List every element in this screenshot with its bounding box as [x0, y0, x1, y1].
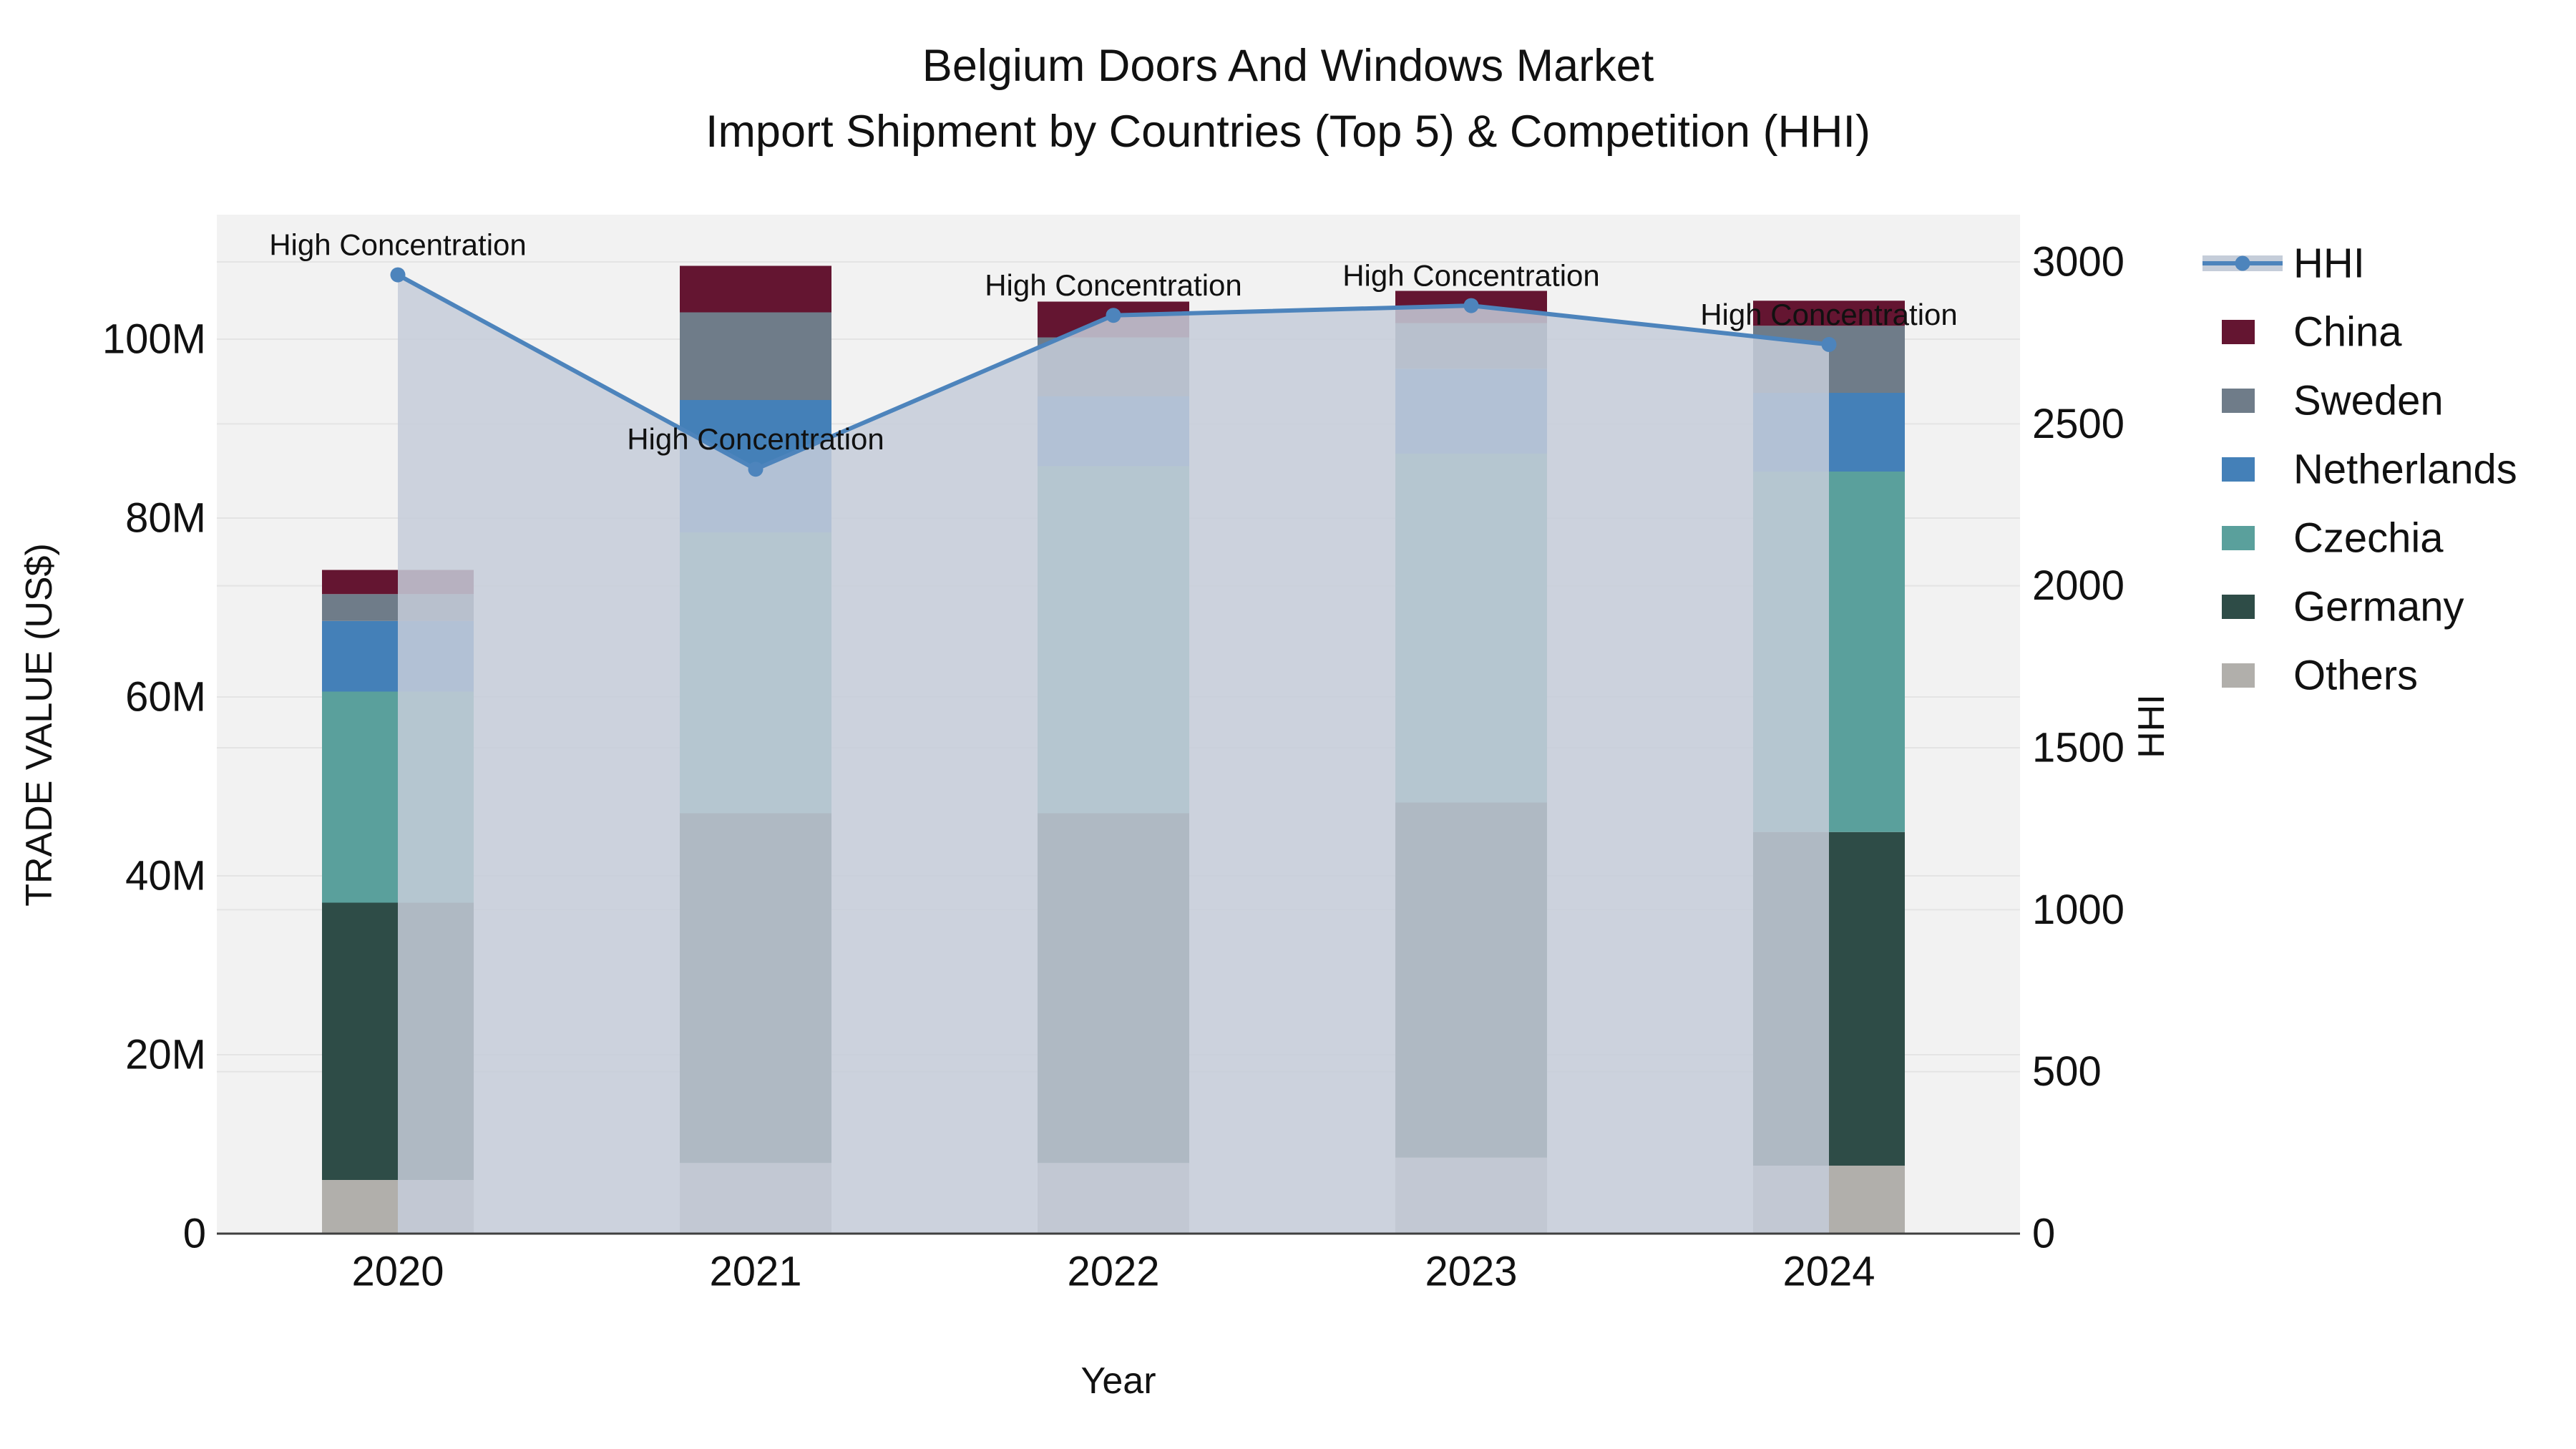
hhi-area-fill: [398, 275, 1829, 1234]
legend-label-china: China: [2293, 309, 2402, 356]
legend-swatch-sweden: [2222, 389, 2255, 413]
x-tick-2020: 2020: [351, 1249, 444, 1295]
legend-label-czechia: Czechia: [2293, 515, 2444, 562]
y-right-tick-0: 0: [2032, 1211, 2055, 1257]
chart-title: Belgium Doors And Windows Market Import …: [0, 33, 2576, 165]
chart-title-line1: Belgium Doors And Windows Market: [922, 41, 1654, 91]
legend-swatch-germany: [2222, 595, 2255, 619]
annotation-high-concentration-2022: High Concentration: [985, 268, 1242, 302]
legend-label-netherlands: Netherlands: [2293, 447, 2517, 493]
annotation-high-concentration-2020: High Concentration: [269, 228, 527, 262]
y-axis-right-title: HHI: [2131, 694, 2172, 758]
y-left-tick-100M: 100M: [102, 316, 206, 363]
legend-hhi-marker-icon: [2235, 255, 2250, 271]
y-right-tick-500: 500: [2032, 1048, 2102, 1095]
legend-swatch-china: [2222, 320, 2255, 344]
hhi-marker-2022: [1106, 308, 1121, 323]
annotation-high-concentration-2023: High Concentration: [1342, 259, 1600, 293]
bar-segment-china-2024: [1753, 301, 1905, 326]
hhi-marker-2024: [1821, 336, 1837, 352]
legend-item-hhi[interactable]: HHI: [2202, 240, 2365, 287]
legend-swatch-czechia: [2222, 526, 2255, 550]
y-left-tick-60M: 60M: [125, 674, 206, 721]
y-right-tick-1500: 1500: [2032, 725, 2124, 771]
y-right-tick-3000: 3000: [2032, 239, 2124, 286]
legend-swatch-netherlands: [2222, 457, 2255, 482]
bar-segment-sweden-2021: [680, 312, 831, 400]
legend-label-others: Others: [2293, 653, 2418, 699]
annotation-high-concentration-2021: High Concentration: [627, 422, 884, 456]
y-left-tick-80M: 80M: [125, 495, 206, 542]
y-left-tick-0: 0: [183, 1211, 206, 1257]
legend-swatch-others: [2222, 663, 2255, 688]
y-axis-left-title: TRADE VALUE (US$): [19, 543, 60, 907]
legend-item-others[interactable]: Others: [2222, 653, 2418, 699]
annotation-high-concentration-2024: High Concentration: [1700, 298, 1958, 331]
legend-label-germany: Germany: [2293, 584, 2464, 630]
hhi-marker-2020: [390, 267, 406, 283]
y-right-tick-2000: 2000: [2032, 562, 2124, 609]
x-axis-title: Year: [1080, 1360, 1156, 1402]
hhi-marker-2023: [1463, 298, 1479, 313]
legend-item-czechia[interactable]: Czechia: [2222, 515, 2444, 562]
y-right-tick-1000: 1000: [2032, 887, 2124, 933]
y-left-tick-40M: 40M: [125, 853, 206, 899]
y-right-tick-2500: 2500: [2032, 401, 2124, 447]
legend-item-sweden[interactable]: Sweden: [2222, 378, 2444, 424]
hhi-marker-2021: [748, 462, 763, 477]
x-tick-2022: 2022: [1067, 1249, 1159, 1295]
chart-title-line2: Import Shipment by Countries (Top 5) & C…: [705, 107, 1871, 157]
x-tick-2021: 2021: [709, 1249, 801, 1295]
x-tick-2024: 2024: [1782, 1249, 1875, 1295]
legend-item-germany[interactable]: Germany: [2222, 584, 2464, 630]
legend-item-netherlands[interactable]: Netherlands: [2222, 447, 2517, 493]
x-tick-2023: 2023: [1425, 1249, 1517, 1295]
bar-segment-china-2021: [680, 265, 831, 313]
legend-label-hhi: HHI: [2293, 240, 2365, 287]
legend-item-china[interactable]: China: [2222, 309, 2402, 356]
y-left-tick-20M: 20M: [125, 1032, 206, 1078]
legend-label-sweden: Sweden: [2293, 378, 2444, 424]
